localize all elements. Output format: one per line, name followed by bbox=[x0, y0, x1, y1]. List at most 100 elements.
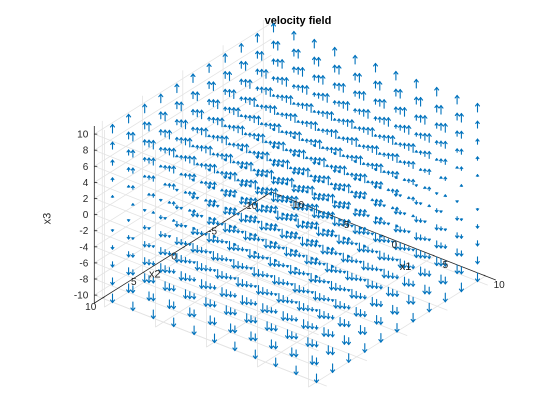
velocity-arrow-head bbox=[325, 193, 331, 197]
velocity-arrow bbox=[413, 248, 419, 259]
velocity-arrow-head bbox=[255, 50, 260, 55]
velocity-arrow bbox=[358, 190, 363, 198]
velocity-arrow-head bbox=[211, 98, 216, 103]
velocity-arrow bbox=[178, 255, 184, 264]
velocity-arrow-head bbox=[284, 94, 289, 99]
velocity-arrow-head bbox=[283, 252, 289, 257]
chart-title: velocity field bbox=[265, 15, 332, 27]
velocity-arrow bbox=[159, 198, 163, 202]
velocity-arrow bbox=[284, 329, 291, 340]
velocity-arrow-head bbox=[381, 134, 387, 138]
velocity-arrow-head bbox=[342, 288, 347, 292]
velocity-arrow bbox=[243, 166, 248, 170]
velocity-arrow-head bbox=[418, 219, 423, 224]
velocity-arrow bbox=[312, 176, 317, 183]
velocity-arrow-head bbox=[212, 321, 217, 326]
velocity-arrow-head bbox=[187, 155, 193, 159]
velocity-arrow-head bbox=[227, 194, 232, 198]
velocity-arrow-head bbox=[304, 225, 309, 230]
velocity-arrow bbox=[346, 183, 352, 194]
velocity-arrow-head bbox=[352, 195, 358, 199]
velocity-arrow bbox=[187, 155, 193, 164]
velocity-arrow-head bbox=[346, 201, 352, 205]
velocity-arrow bbox=[414, 184, 419, 188]
velocity-arrow-head bbox=[475, 120, 480, 125]
velocity-arrow bbox=[268, 158, 273, 162]
velocity-arrow-head bbox=[295, 207, 301, 211]
velocity-arrow bbox=[329, 146, 334, 154]
velocity-arrow-head bbox=[353, 108, 358, 112]
velocity-arrow bbox=[378, 163, 384, 174]
velocity-arrow bbox=[203, 145, 209, 154]
velocity-arrow bbox=[366, 230, 370, 236]
velocity-arrow bbox=[264, 190, 268, 196]
velocity-arrow-head bbox=[142, 139, 147, 143]
velocity-arrow bbox=[215, 204, 220, 208]
velocity-arrow-head bbox=[276, 299, 282, 303]
velocity-arrow-head bbox=[267, 87, 273, 91]
velocity-arrow-head bbox=[260, 151, 266, 155]
velocity-arrow-head bbox=[247, 254, 253, 259]
velocity-arrow-head bbox=[276, 123, 282, 128]
velocity-arrow bbox=[142, 156, 147, 162]
velocity-arrow-head bbox=[240, 248, 245, 252]
velocity-arrow-head bbox=[362, 331, 368, 336]
velocity-arrow bbox=[275, 94, 280, 99]
velocity-arrow-head bbox=[308, 120, 314, 125]
velocity-arrow bbox=[454, 112, 460, 121]
velocity-arrow bbox=[475, 156, 480, 161]
velocity-arrow-head bbox=[259, 50, 265, 55]
x2-axis-label: x2 bbox=[149, 269, 161, 281]
velocity-arrow bbox=[434, 208, 439, 213]
velocity-arrow-head bbox=[130, 254, 135, 258]
velocity-arrow bbox=[382, 220, 387, 226]
velocity-arrow-head bbox=[208, 181, 213, 185]
velocity-arrow-head bbox=[427, 168, 432, 172]
velocity-arrow-head bbox=[311, 56, 317, 61]
velocity-arrow bbox=[378, 300, 384, 308]
velocity-arrow bbox=[349, 172, 354, 178]
velocity-arrow-head bbox=[418, 237, 423, 241]
velocity-arrow-head bbox=[228, 329, 234, 334]
velocity-arrow-head bbox=[333, 252, 338, 256]
velocity-arrow bbox=[289, 331, 295, 340]
velocity-arrow bbox=[110, 229, 115, 233]
velocity-arrow-head bbox=[410, 160, 416, 165]
velocity-arrow-head bbox=[232, 194, 236, 198]
velocity-arrow-head bbox=[313, 156, 318, 161]
velocity-arrow-head bbox=[390, 206, 395, 210]
velocity-arrow bbox=[187, 259, 192, 264]
velocity-arrow bbox=[455, 148, 460, 153]
velocity-arrow bbox=[443, 260, 448, 267]
velocity-arrow bbox=[301, 286, 306, 294]
velocity-arrow-head bbox=[238, 60, 244, 65]
velocity-arrow bbox=[223, 174, 228, 180]
velocity-arrow bbox=[263, 68, 269, 79]
velocity-arrow-head bbox=[215, 257, 221, 262]
velocity-arrow bbox=[179, 136, 184, 144]
velocity-arrow bbox=[423, 220, 427, 224]
velocity-arrow bbox=[183, 257, 188, 264]
velocity-arrow bbox=[410, 143, 416, 153]
velocity-arrow bbox=[259, 156, 264, 160]
velocity-arrow-head bbox=[345, 241, 350, 246]
velocity-arrow bbox=[151, 210, 156, 214]
velocity-arrow bbox=[203, 180, 208, 186]
velocity-arrow bbox=[411, 214, 415, 218]
velocity-arrow bbox=[227, 192, 232, 198]
velocity-arrow bbox=[312, 109, 317, 113]
velocity-arrow bbox=[109, 293, 116, 304]
velocity-arrow-head bbox=[305, 185, 311, 189]
velocity-arrow bbox=[297, 166, 302, 174]
velocity-arrow bbox=[271, 76, 276, 81]
velocity-arrow-head bbox=[378, 303, 384, 308]
velocity-arrow-head bbox=[130, 149, 136, 154]
velocity-arrow bbox=[297, 236, 302, 240]
velocity-arrow-head bbox=[289, 318, 294, 322]
velocity-arrow-head bbox=[231, 264, 237, 269]
velocity-arrow bbox=[175, 154, 179, 158]
velocity-arrow bbox=[110, 141, 115, 150]
velocity-arrow bbox=[252, 333, 258, 342]
velocity-arrow-head bbox=[150, 139, 156, 144]
